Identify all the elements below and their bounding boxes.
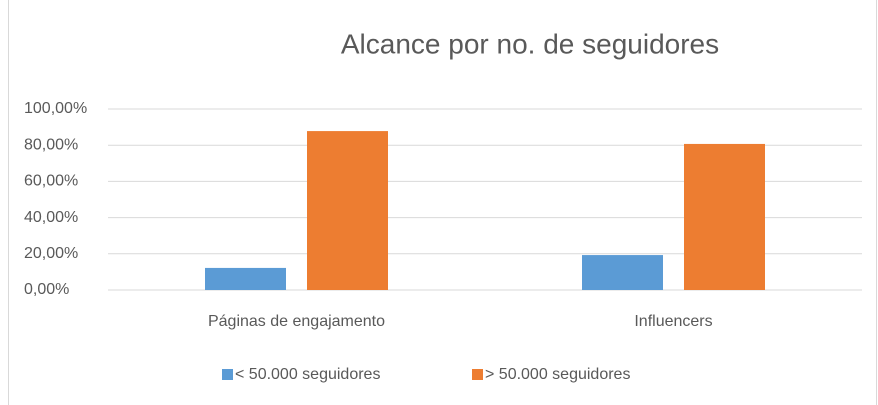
x-tick-label: Páginas de engajamento [208, 313, 385, 330]
bar [684, 143, 765, 290]
bar [205, 267, 286, 290]
x-tick-label: Influencers [634, 313, 712, 330]
y-tick-label: 60,00% [24, 173, 78, 190]
legend-label: < 50.000 seguidores [235, 366, 380, 383]
bar [582, 255, 663, 290]
legend-swatch [222, 369, 233, 380]
y-tick-label: 40,00% [24, 209, 78, 226]
y-tick-label: 80,00% [24, 136, 78, 153]
bar [307, 131, 388, 290]
y-tick-label: 20,00% [24, 245, 78, 262]
y-tick-label: 0,00% [24, 281, 69, 298]
legend-label: > 50.000 seguidores [485, 366, 630, 383]
y-tick-label: 100,00% [24, 100, 87, 117]
legend-swatch [472, 369, 483, 380]
chart-title: Alcance por no. de seguidores [341, 28, 719, 59]
